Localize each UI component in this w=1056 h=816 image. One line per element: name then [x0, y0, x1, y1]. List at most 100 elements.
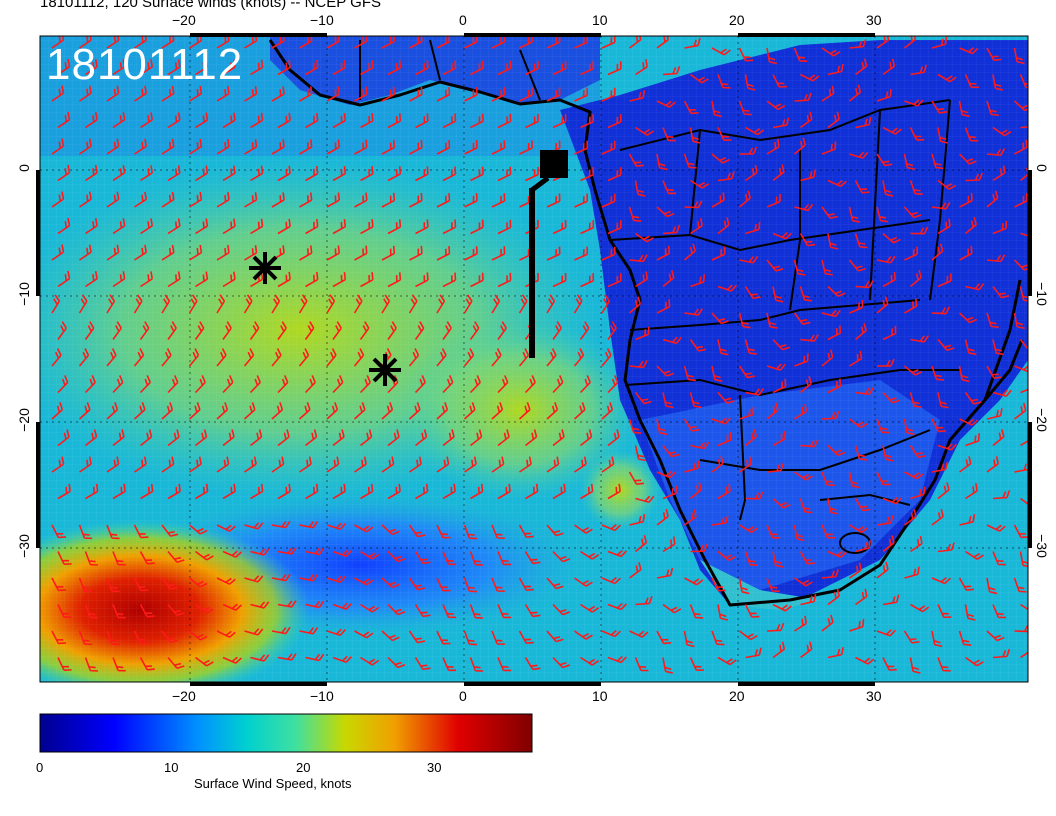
- wind-barb: [470, 272, 484, 288]
- wind-barb: [305, 59, 319, 76]
- wind-barb: [1013, 47, 1025, 65]
- wind-barb: [57, 429, 70, 447]
- wind-barb: [607, 220, 622, 235]
- wind-barb: [353, 294, 363, 314]
- wind-barb: [772, 117, 790, 129]
- wind-barb: [848, 206, 861, 223]
- wind-barb: [909, 127, 925, 141]
- wind-barb: [244, 245, 258, 261]
- wind-barb: [717, 656, 737, 666]
- wind-barb: [84, 321, 95, 340]
- wind-barb: [216, 139, 230, 155]
- wind-barb: [607, 655, 627, 664]
- wind-barb: [381, 245, 396, 261]
- wind-barb: [298, 402, 311, 420]
- wind-barb: [629, 630, 649, 638]
- wind-barb: [277, 112, 291, 129]
- wind-barb: [57, 270, 71, 288]
- wind-barb: [959, 514, 976, 526]
- wind-barb: [57, 58, 71, 76]
- wind-barb: [381, 294, 391, 314]
- wind-barb: [326, 86, 341, 102]
- wind-barb: [628, 296, 641, 314]
- wind-barb: [766, 402, 779, 420]
- wind-barb: [167, 603, 185, 616]
- wind-barb: [414, 375, 426, 394]
- wind-barb: [167, 375, 179, 394]
- wind-barb: [546, 87, 561, 102]
- wind-barb: [689, 127, 701, 144]
- wind-barb: [464, 246, 478, 261]
- wind-barb: [354, 192, 368, 208]
- wind-barb: [794, 471, 813, 481]
- wind-barb: [882, 180, 894, 197]
- wind-barb: [442, 375, 454, 394]
- wind-barb: [250, 483, 264, 500]
- wind-barb: [387, 656, 406, 669]
- wind-barb: [793, 47, 808, 62]
- wind-barb: [849, 562, 862, 579]
- wind-barb: [332, 602, 352, 611]
- wind-barb: [937, 443, 957, 451]
- wind-barb: [662, 603, 682, 614]
- wind-barb: [326, 245, 341, 261]
- wind-barb: [986, 148, 1006, 157]
- wind-barb: [299, 456, 312, 473]
- wind-barb: [855, 540, 871, 553]
- wind-barb: [579, 375, 591, 394]
- frame-ticks: [36, 33, 1032, 686]
- wind-barb: [84, 551, 99, 566]
- wind-barb: [601, 87, 616, 102]
- wind-barb: [821, 524, 836, 539]
- wind-barb: [656, 245, 671, 261]
- wind-barb: [497, 604, 512, 619]
- wind-barb: [931, 576, 951, 585]
- wind-barb: [360, 603, 380, 613]
- wind-barb: [937, 273, 952, 288]
- wind-barb: [766, 194, 781, 208]
- wind-barb: [849, 300, 864, 314]
- wind-barb: [772, 551, 784, 568]
- wind-barb: [766, 139, 780, 155]
- wind-barb: [662, 270, 675, 288]
- wind-barb: [140, 112, 154, 129]
- wind-barb: [161, 456, 175, 473]
- wind-barb: [250, 165, 264, 182]
- wind-barb: [607, 61, 622, 76]
- wind-barb: [689, 392, 702, 409]
- wind-barb: [51, 294, 61, 314]
- wind-barb: [634, 535, 648, 553]
- wind-barb: [910, 335, 930, 343]
- wind-barb: [491, 87, 506, 102]
- wind-barb: [51, 191, 65, 208]
- wind-barb: [986, 100, 999, 116]
- lon-label-bottom: 20: [729, 688, 745, 704]
- wind-barb: [552, 603, 571, 616]
- wind-barb: [436, 294, 446, 314]
- wind-barb: [112, 218, 126, 235]
- wind-barb: [964, 127, 979, 142]
- wind-barb: [188, 577, 208, 588]
- wind-barb: [167, 218, 181, 235]
- wind-barb: [133, 630, 149, 645]
- wind-barb: [415, 60, 429, 76]
- wind-barb: [546, 524, 564, 537]
- wind-barb: [827, 233, 839, 250]
- wind-barb: [167, 321, 177, 340]
- wind-barb: [629, 254, 648, 263]
- wind-barb: [601, 246, 616, 261]
- wind-barb: [937, 392, 949, 409]
- wind-barb: [689, 657, 704, 672]
- wind-barb: [353, 402, 366, 420]
- wind-barb: [1014, 193, 1028, 208]
- wind-barb: [304, 321, 315, 340]
- wind-barb: [662, 392, 674, 409]
- wind-barb: [662, 336, 682, 345]
- lon-label-top: −20: [172, 12, 196, 28]
- wind-barb: [189, 138, 203, 155]
- wind-barb: [188, 630, 208, 641]
- wind-barb: [436, 139, 451, 155]
- wind-barb: [194, 321, 205, 340]
- wind-barb: [415, 219, 429, 235]
- wind-barb: [629, 562, 642, 579]
